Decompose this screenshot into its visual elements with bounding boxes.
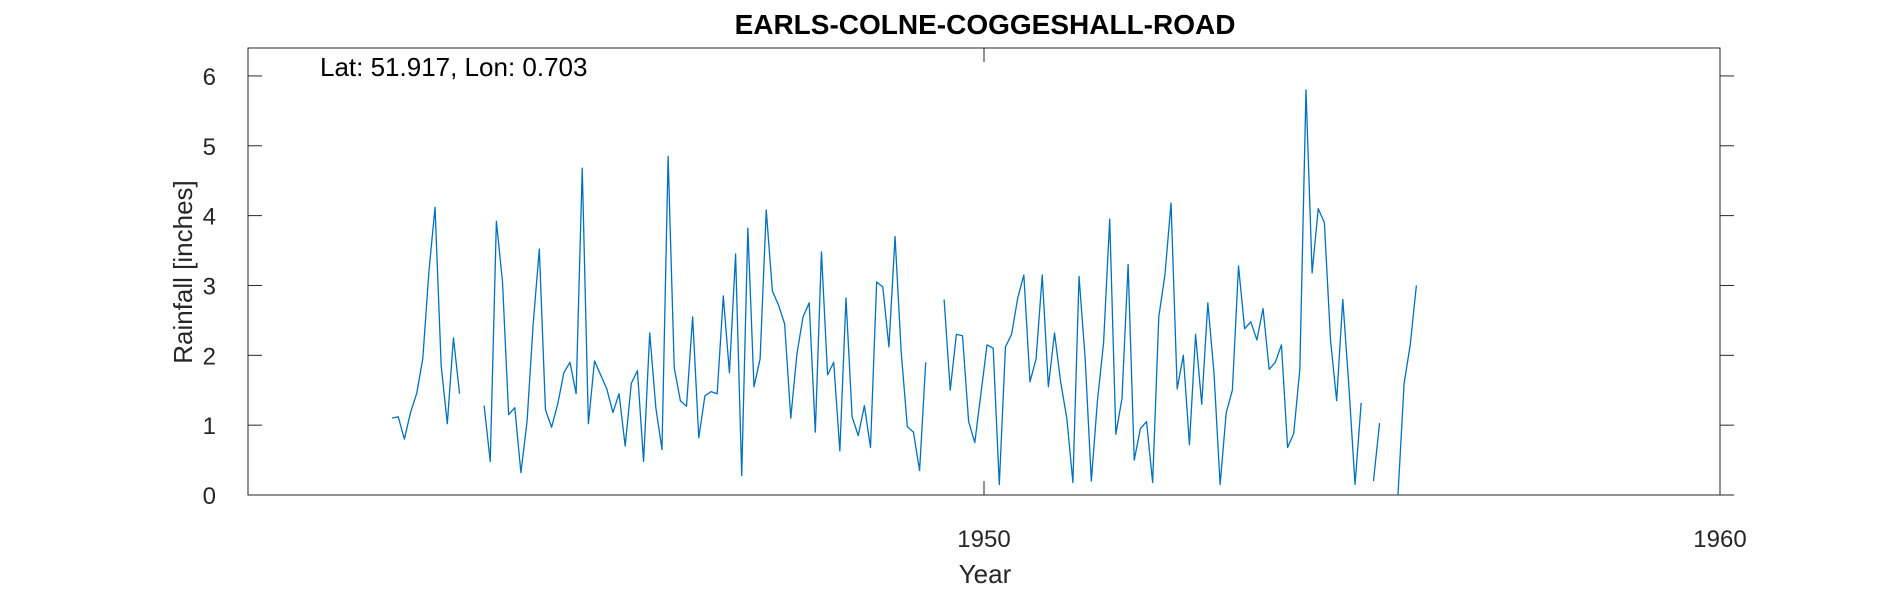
x-tick-label: 1960 — [1693, 526, 1746, 553]
location-annotation: Lat: 51.917, Lon: 0.703 — [320, 52, 587, 82]
plot-frame — [247, 47, 1721, 496]
x-axis-label: Year — [959, 559, 1012, 589]
axes: 0 1 2 3 4 5 6 1950 1960 — [203, 47, 1747, 553]
y-axis-label: Rainfall [inches] — [168, 180, 198, 364]
series-line-segment — [943, 89, 1362, 486]
y-tick-label: 4 — [203, 204, 216, 231]
y-tick-label: 1 — [203, 413, 216, 440]
series-line-segment — [483, 155, 927, 477]
series-line-segment — [1397, 285, 1418, 496]
series-line-segment — [1372, 422, 1381, 482]
y-tick-label: 3 — [203, 273, 216, 300]
y-tick-label: 5 — [203, 134, 216, 161]
data-series — [391, 89, 1418, 496]
series-line-segment — [391, 206, 461, 440]
y-tick-label: 6 — [203, 64, 216, 91]
x-tick-label: 1950 — [957, 526, 1010, 553]
chart-title: EARLS-COLNE-COGGESHALL-ROAD — [735, 9, 1236, 40]
y-tick-label: 0 — [203, 483, 216, 510]
y-tick-label: 2 — [203, 343, 216, 370]
